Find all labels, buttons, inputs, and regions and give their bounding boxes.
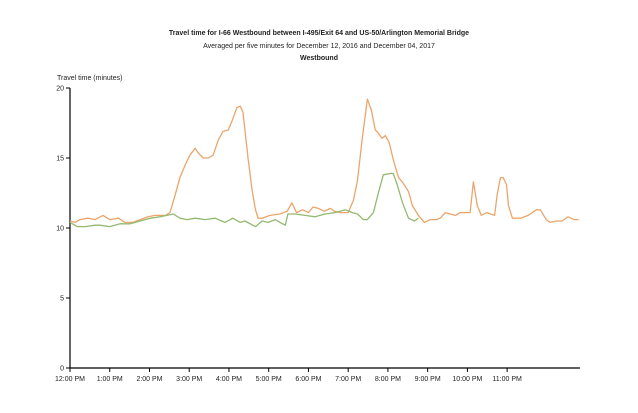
y-tick-label: 15 (56, 156, 64, 163)
series-line (69, 98, 579, 224)
y-axis-label: Travel time (minutes) (57, 75, 122, 82)
y-tick-label: 0 (60, 366, 64, 373)
x-tick-label: 3:00 PM (176, 376, 202, 383)
x-tick-label: 5:00 PM (256, 376, 282, 383)
x-tick-label: 12:00 PM (55, 376, 85, 383)
y-tick-label: 10 (56, 226, 64, 233)
x-tick-label: 8:00 PM (375, 376, 401, 383)
axes: 0 5 10 15 20 12:00 PM 1:00 PM 2:00 PM 3:00 PM 4:0… (55, 86, 580, 383)
y-tick-label: 20 (56, 86, 64, 93)
panel-title: Westbound (300, 55, 338, 62)
x-tick-label: 7:00 PM (335, 376, 361, 383)
x-tick-label: 10:00 PM (452, 376, 482, 383)
series-lines (69, 98, 579, 228)
x-tick-label: 9:00 PM (415, 376, 441, 383)
chart-subtitle: Averaged per five minutes for December 1… (203, 43, 435, 50)
x-tick-label: 6:00 PM (295, 376, 321, 383)
series-line (69, 172, 419, 228)
chart-title: Travel time for I-66 Westbound between I… (169, 30, 469, 37)
y-tick-label: 5 (60, 296, 64, 303)
x-tick-label: 1:00 PM (97, 376, 123, 383)
x-tick-label: 4:00 PM (216, 376, 242, 383)
x-tick-label: 11:00 PM (492, 376, 522, 383)
x-tick-label: 2:00 PM (136, 376, 162, 383)
